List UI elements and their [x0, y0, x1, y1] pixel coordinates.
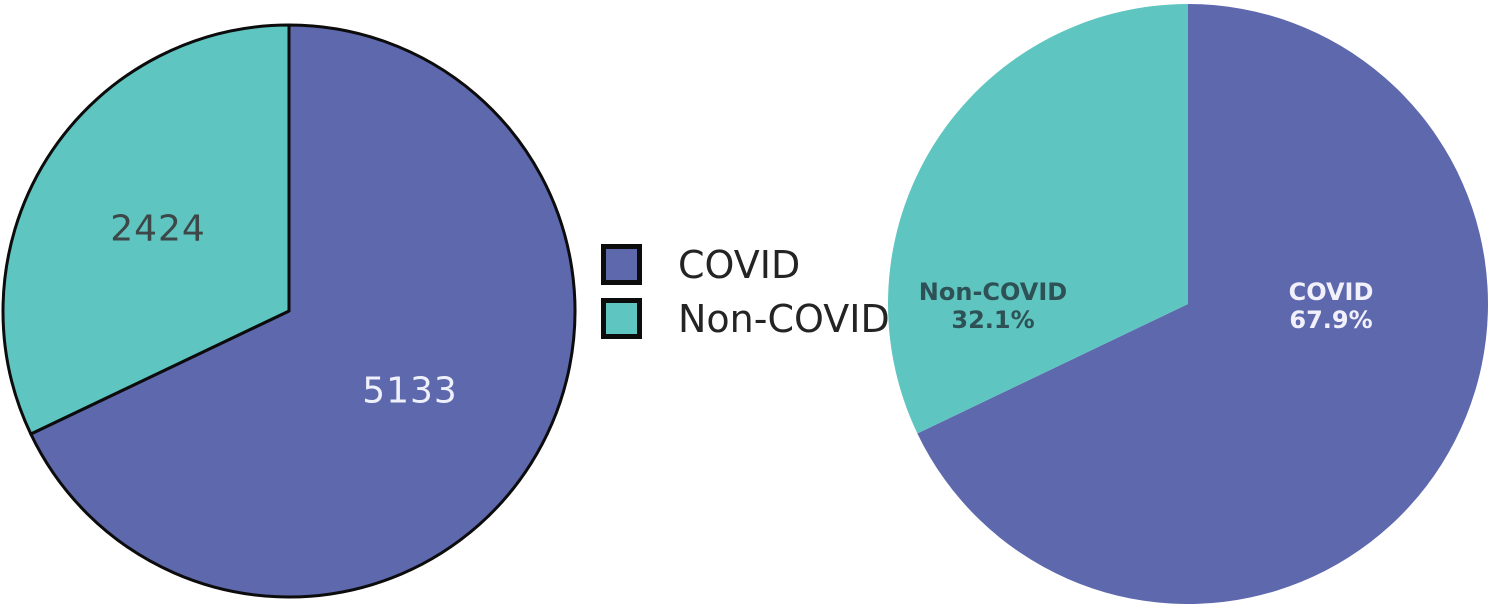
legend-swatch-covid [601, 244, 642, 285]
legend: COVID Non-COVID [601, 244, 890, 339]
pie-slice-covid [29, 23, 577, 599]
pie-slice-non-covid [1, 23, 291, 436]
pie-slice-non-covid [887, 4, 1188, 434]
pie-chart-percentages [887, 4, 1488, 605]
legend-item-noncovid: Non-COVID [601, 298, 890, 339]
pie-chart-counts [1, 23, 577, 599]
legend-label-noncovid: Non-COVID [678, 296, 890, 341]
legend-swatch-noncovid [601, 298, 642, 339]
legend-item-covid: COVID [601, 244, 890, 285]
legend-label-covid: COVID [678, 242, 801, 287]
pie-slice-covid [917, 4, 1488, 605]
